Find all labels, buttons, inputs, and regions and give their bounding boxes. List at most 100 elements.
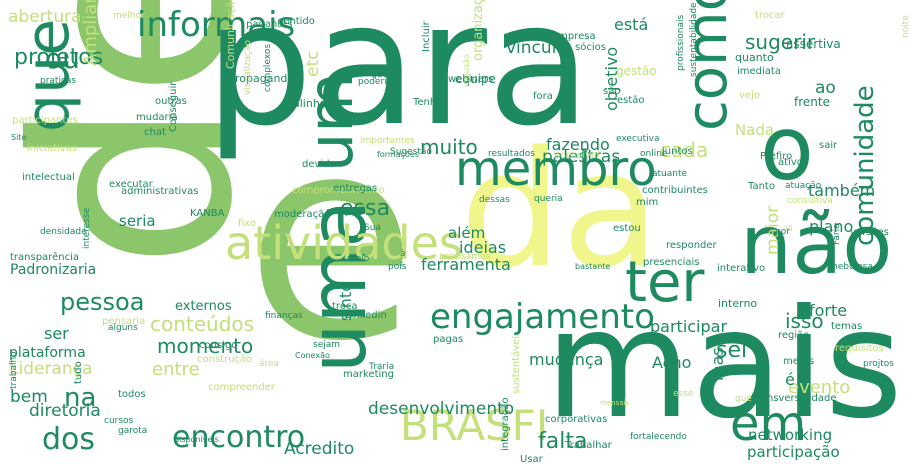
cloud-word: participar: [650, 317, 728, 336]
cloud-word: corporativas: [545, 414, 608, 425]
cloud-word: fortalecendo: [630, 432, 687, 442]
cloud-word: Prefiro: [760, 151, 793, 162]
cloud-word: integração: [500, 397, 511, 451]
cloud-word: transparência: [10, 252, 79, 263]
cloud-word: sustentabilidade: [689, 2, 699, 77]
cloud-word: propaganda: [228, 72, 295, 85]
cloud-word: ideias: [459, 238, 507, 257]
cloud-word: trabalho: [9, 351, 19, 389]
cloud-word: Ampliar: [80, 0, 101, 66]
cloud-word: é: [785, 370, 795, 389]
cloud-word: em: [730, 396, 807, 452]
cloud-word: pesquisa: [326, 207, 367, 217]
cloud-word: alinhada: [293, 97, 341, 110]
cloud-word: requisitos: [835, 343, 884, 354]
cloud-word: troca: [332, 301, 358, 312]
cloud-word: atuante: [652, 169, 688, 179]
cloud-word: mudança: [529, 350, 604, 369]
cloud-word: participação: [747, 443, 840, 461]
cloud-word: Traria: [369, 362, 395, 372]
cloud-word: Comunicação: [224, 0, 237, 69]
cloud-word: Vi: [785, 224, 793, 233]
cloud-word: entregas: [333, 183, 378, 194]
cloud-word: o: [760, 97, 814, 200]
cloud-word: ou: [45, 42, 80, 75]
cloud-word: pagas: [433, 334, 464, 345]
cloud-word: isso: [785, 309, 824, 333]
cloud-word: complexos: [263, 43, 273, 92]
cloud-word: resultados: [488, 149, 535, 159]
cloud-word: plataforma: [9, 345, 86, 361]
cloud-word: Conexão: [295, 351, 330, 360]
cloud-word: fazendo: [546, 135, 610, 154]
cloud-word: todos: [118, 389, 146, 400]
cloud-word: também: [808, 181, 876, 200]
cloud-word: marketing: [343, 369, 394, 380]
cloud-word: Trabalhar: [565, 440, 612, 451]
cloud-word: administrativas: [121, 186, 199, 197]
cloud-word: mim: [636, 197, 659, 208]
cloud-word: tudo: [73, 361, 84, 384]
cloud-word: dessas: [479, 195, 510, 205]
cloud-word: interativo: [717, 263, 766, 274]
cloud-word: densidade: [40, 227, 87, 237]
cloud-word: área: [259, 359, 280, 369]
cloud-word: consigo: [199, 340, 238, 351]
cloud-word: imediata: [737, 66, 781, 77]
cloud-word: poderia: [358, 77, 393, 87]
cloud-word: Usar: [520, 454, 543, 465]
cloud-word: qué: [735, 394, 752, 404]
cloud-word: projetos: [14, 45, 104, 70]
cloud-word: sócios: [575, 42, 606, 53]
cloud-word: sair: [819, 140, 838, 151]
cloud-word: um: [294, 72, 367, 172]
cloud-word: nebulosa: [832, 262, 873, 272]
cloud-word: mensais: [600, 399, 630, 407]
cloud-word: sugerir: [745, 30, 816, 54]
cloud-word: fixo: [238, 218, 257, 229]
cloud-word: outras: [155, 96, 187, 107]
cloud-word: Site: [11, 133, 27, 142]
cloud-word: Nada: [735, 121, 775, 139]
cloud-word: Linkedin: [345, 310, 387, 321]
cloud-word: diretoria: [29, 401, 101, 421]
cloud-word: online: [640, 149, 668, 159]
cloud-word: Transversalidade: [752, 393, 837, 404]
cloud-word: não: [740, 198, 893, 293]
cloud-word: externos: [175, 299, 232, 314]
cloud-word: Conseguir: [168, 81, 179, 132]
cloud-word: BRASFI: [400, 401, 549, 450]
cloud-word: dos: [42, 422, 96, 457]
cloud-word: juntos: [662, 146, 693, 157]
cloud-word: acessível: [554, 150, 600, 161]
cloud-word: compreender: [208, 382, 275, 393]
cloud-word: sei: [716, 338, 748, 363]
cloud-word: desenvolvimento: [368, 399, 515, 419]
cloud-word: Faria: [832, 223, 842, 245]
cloud-word: da: [460, 116, 660, 303]
cloud-word: vínculo: [506, 38, 567, 58]
cloud-word: etc: [303, 50, 323, 77]
cloud-word: atuação: [785, 181, 822, 191]
cloud-word: bem: [10, 387, 48, 407]
cloud-word: meio: [347, 254, 370, 264]
cloud-word: abertura: [8, 7, 82, 27]
cloud-word: devido: [302, 159, 336, 170]
cloud-word: melhor: [113, 11, 145, 21]
cloud-word: quem: [371, 70, 397, 80]
cloud-word: KANBA: [190, 208, 225, 219]
cloud-word: Liderança: [9, 359, 93, 379]
cloud-word: assertiva: [786, 37, 841, 51]
cloud-word: equipe: [455, 72, 496, 86]
cloud-word: região: [778, 330, 810, 341]
cloud-word: por: [775, 227, 790, 237]
cloud-word: falta: [538, 429, 588, 454]
cloud-word: formações: [377, 150, 419, 159]
cloud-word: palestras: [542, 147, 621, 167]
cloud-word: metas: [783, 356, 815, 367]
cloud-word: essa: [340, 196, 390, 221]
cloud-word: e: [245, 77, 418, 403]
cloud-word: pensaria: [102, 316, 146, 327]
cloud-word: seria: [119, 212, 156, 230]
cloud-word: momento: [157, 334, 254, 358]
